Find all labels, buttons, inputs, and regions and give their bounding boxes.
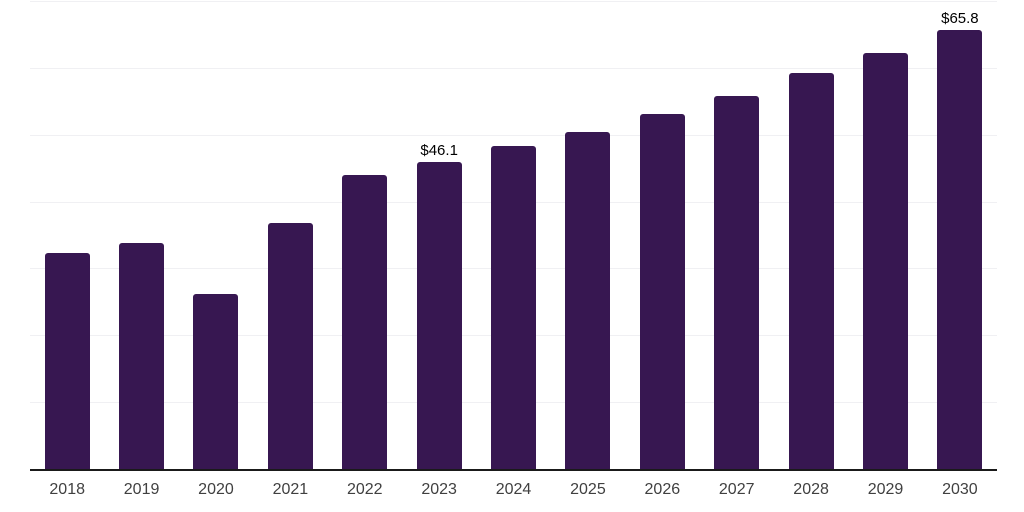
x-tick-label-2021: 2021 bbox=[272, 481, 309, 498]
bar-2028 bbox=[788, 72, 834, 470]
bar-2023 bbox=[416, 161, 462, 470]
bar-group-2029 bbox=[848, 2, 922, 470]
x-tick-label-2028: 2028 bbox=[793, 481, 829, 498]
x-tick-label-2025: 2025 bbox=[570, 481, 606, 498]
x-tick-label-2019: 2019 bbox=[123, 481, 160, 498]
bar-group-2026 bbox=[625, 2, 699, 470]
bar-2029 bbox=[862, 52, 908, 470]
bar-2030 bbox=[937, 30, 983, 470]
bar-2019 bbox=[119, 242, 165, 470]
x-tick-label-2029: 2029 bbox=[867, 481, 904, 498]
bar-2024 bbox=[491, 145, 537, 470]
x-tick-label-2030: 2030 bbox=[942, 481, 978, 498]
bars-layer: $46.1 $65.8 bbox=[30, 2, 997, 470]
x-tick-label-2020: 2020 bbox=[198, 481, 234, 498]
bar-group-2020 bbox=[179, 2, 253, 470]
bar-group-2021 bbox=[253, 2, 327, 470]
bar-group-2023: $46.1 bbox=[402, 2, 476, 470]
bar-2025 bbox=[565, 131, 611, 470]
bar-group-2018 bbox=[30, 2, 104, 470]
bar-group-2030: $65.8 bbox=[923, 2, 997, 470]
bar-value-label-2023: $46.1 bbox=[420, 141, 458, 159]
x-tick-label-2022: 2022 bbox=[346, 481, 383, 498]
gridline bbox=[30, 67, 997, 69]
x-axis-labels: 2018 2019 2020 2021 2022 2023 2024 2025 2026 2027… bbox=[30, 482, 997, 498]
bar-2022 bbox=[342, 174, 388, 470]
x-tick-label-2024: 2024 bbox=[495, 481, 532, 498]
bar-2021 bbox=[267, 223, 313, 470]
x-tick-label-2018: 2018 bbox=[49, 481, 85, 498]
bar-group-2028 bbox=[774, 2, 848, 470]
bar-2026 bbox=[639, 114, 685, 470]
bar-2027 bbox=[714, 96, 760, 470]
bar-chart: $46.1 $65.8 bbox=[30, 1, 997, 471]
bar-group-2027 bbox=[700, 2, 774, 470]
gridline bbox=[30, 134, 997, 136]
x-tick-label-2026: 2026 bbox=[644, 481, 681, 498]
x-axis-line bbox=[30, 469, 997, 471]
bar-group-2025 bbox=[551, 2, 625, 470]
bar-value-label-2030: $65.8 bbox=[941, 10, 979, 28]
gridline bbox=[30, 1, 997, 2]
bar-2020 bbox=[193, 294, 239, 470]
bar-group-2022 bbox=[328, 2, 402, 470]
bar-group-2019 bbox=[104, 2, 178, 470]
x-tick-label-2023: 2023 bbox=[421, 481, 457, 498]
bar-2018 bbox=[44, 253, 90, 470]
bar-group-2024 bbox=[476, 2, 550, 470]
x-tick-label-2027: 2027 bbox=[718, 481, 755, 498]
